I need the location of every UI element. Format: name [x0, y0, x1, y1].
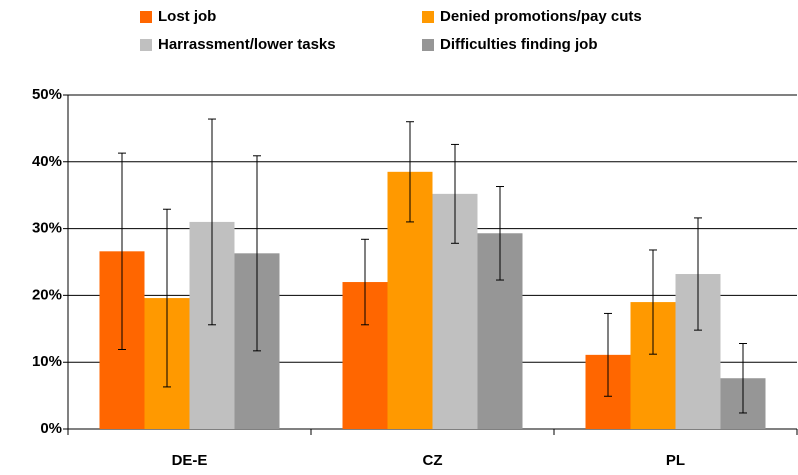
x-tick-label: CZ: [423, 452, 443, 469]
error-bar: [361, 238, 369, 326]
legend-label: Lost job: [158, 8, 216, 25]
y-tick-label: 10%: [32, 353, 62, 370]
y-tick-label: 50%: [32, 86, 62, 103]
y-tick-label: 0%: [40, 420, 62, 437]
legend-swatch: [422, 11, 434, 23]
error-bar: [451, 143, 459, 244]
legend-swatch: [422, 39, 434, 51]
error-bar: [118, 152, 126, 351]
legend-label: Denied promotions/pay cuts: [440, 8, 642, 25]
error-bar: [208, 118, 216, 326]
error-bar: [739, 342, 747, 414]
legend-swatch: [140, 11, 152, 23]
y-tick-label: 20%: [32, 286, 62, 303]
error-bar: [649, 249, 657, 355]
error-bar: [694, 217, 702, 331]
error-bar: [604, 312, 612, 397]
x-tick-label: DE-E: [172, 452, 208, 469]
legend-label: Difficulties finding job: [440, 36, 598, 53]
legend-swatch: [140, 39, 152, 51]
legend-label: Harrassment/lower tasks: [158, 36, 336, 53]
error-bar: [406, 121, 414, 223]
x-tick-label: PL: [666, 452, 685, 469]
error-bar: [496, 186, 504, 281]
y-tick-label: 30%: [32, 220, 62, 237]
y-tick-label: 40%: [32, 153, 62, 170]
error-bar: [253, 155, 261, 352]
error-bar: [163, 208, 171, 388]
